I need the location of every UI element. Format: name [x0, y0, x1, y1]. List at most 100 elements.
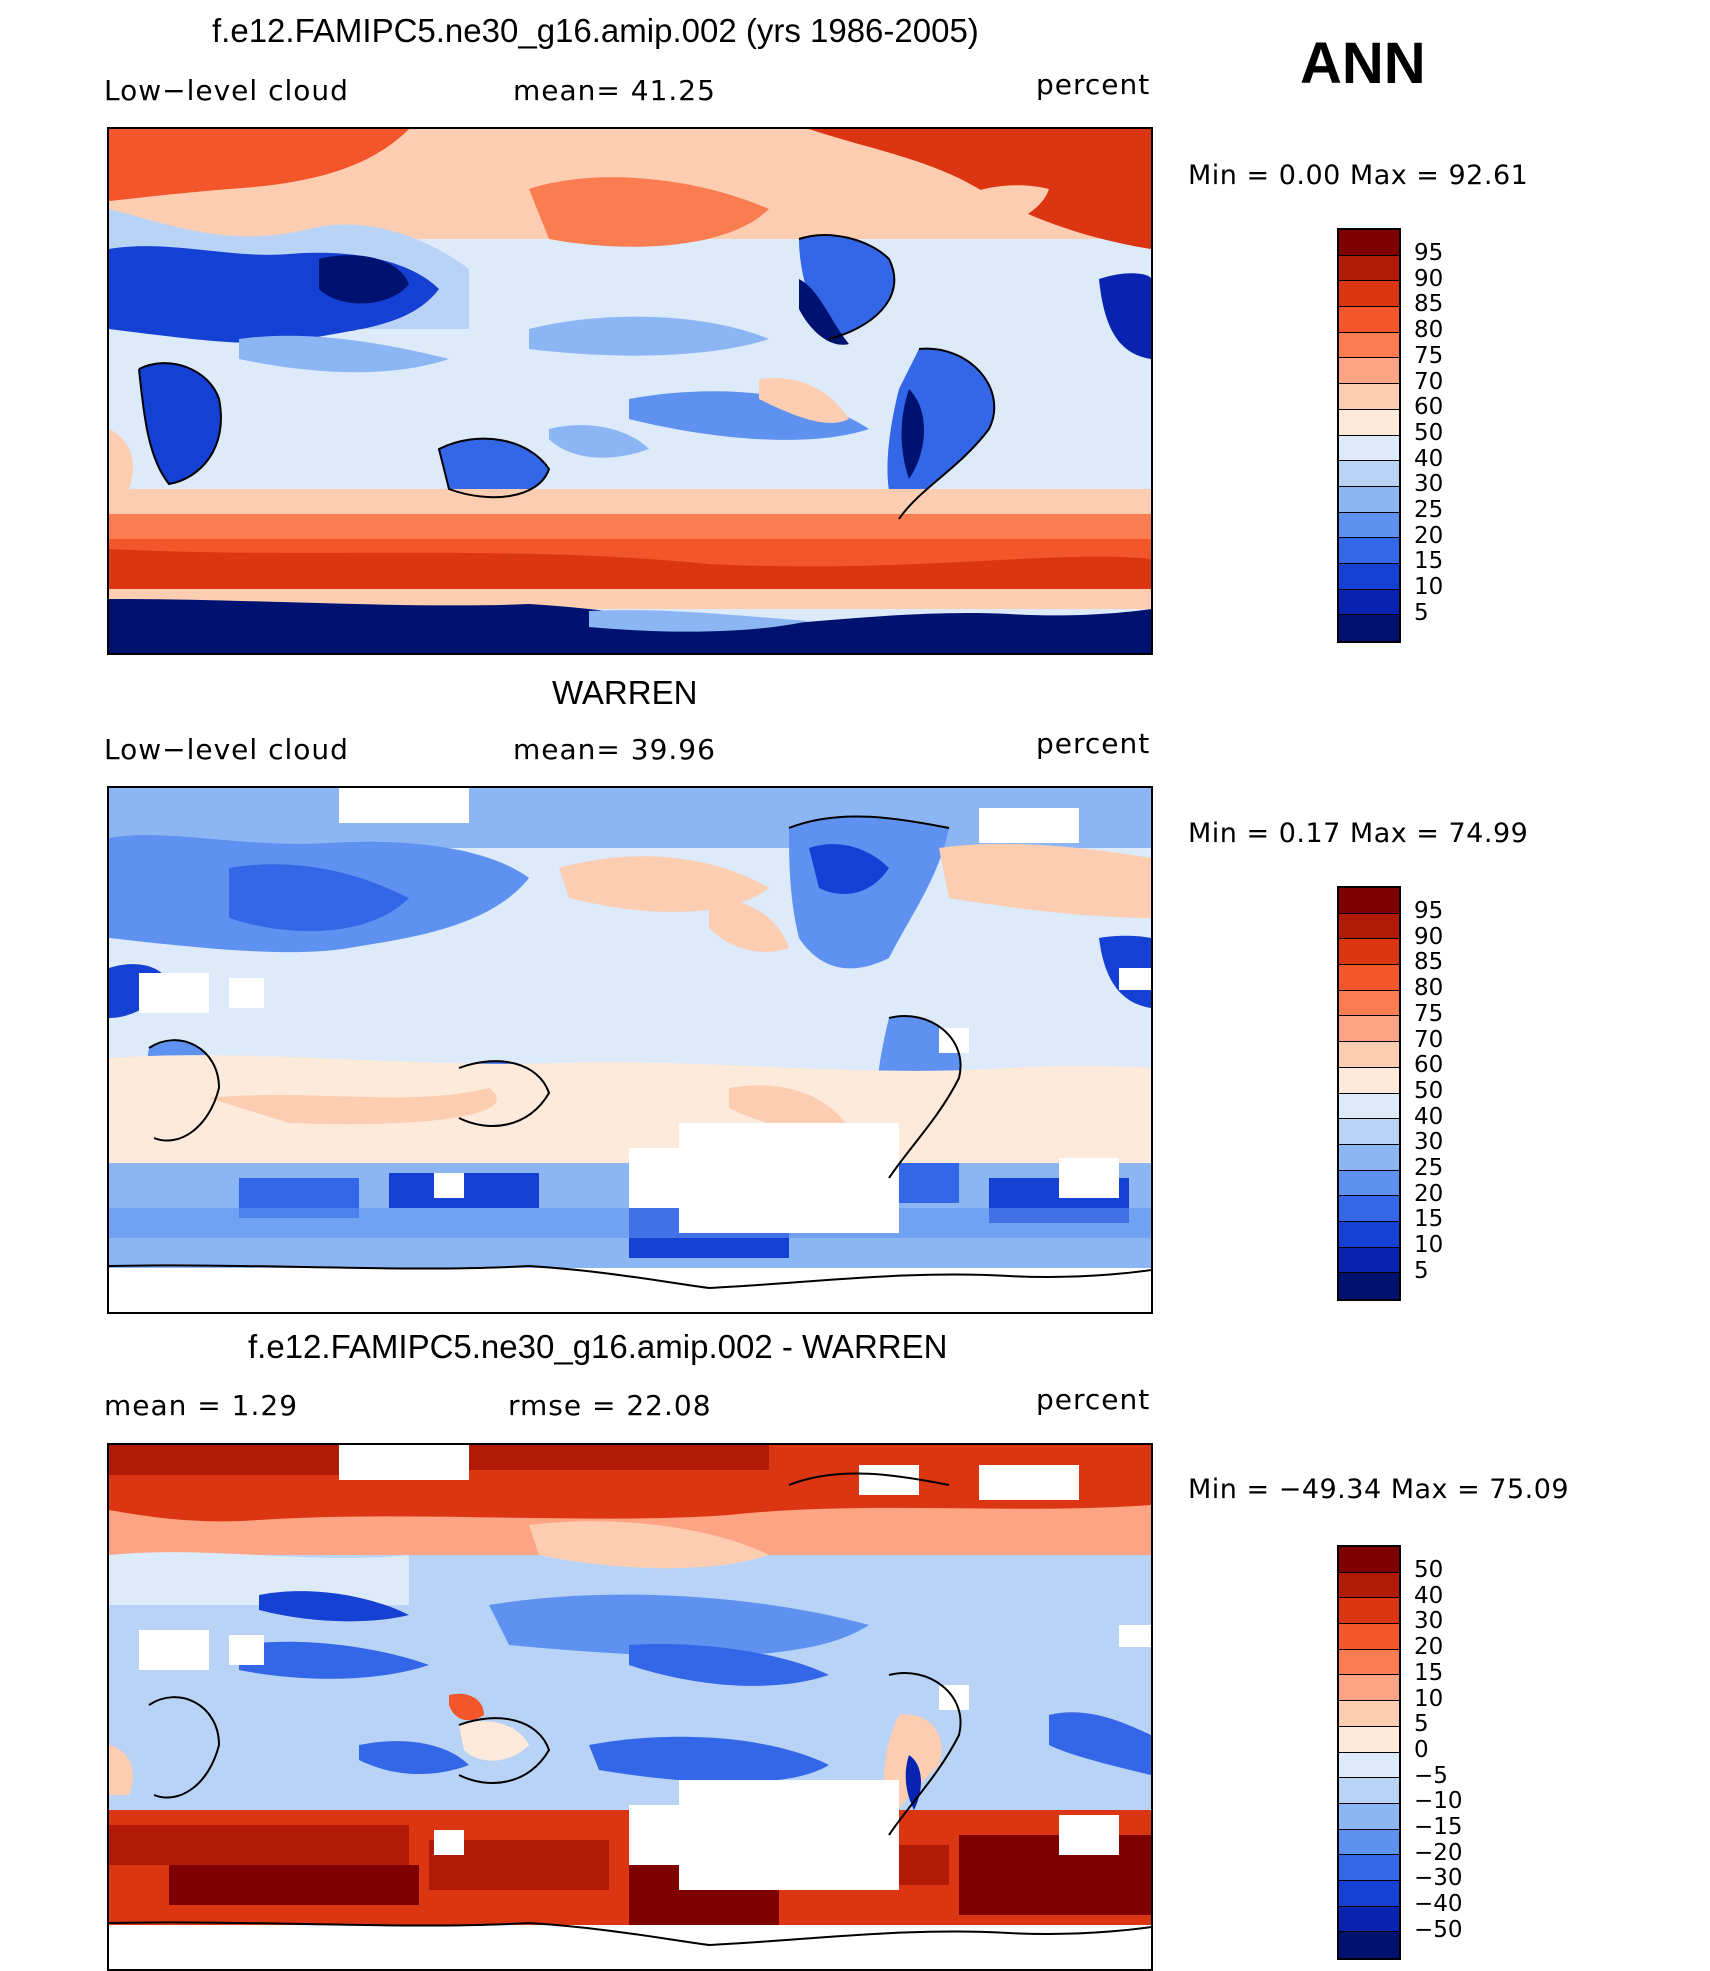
panel-1-title: f.e12.FAMIPC5.ne30_g16.amip.002 (yrs 198…	[212, 12, 979, 49]
panel-2-colorbar	[1337, 886, 1401, 1301]
tick-label: −15	[1414, 1814, 1463, 1841]
tick-label: 10	[1414, 574, 1444, 601]
panel-1-mean-label: mean= 41.25	[513, 74, 716, 107]
panel-2-colorbar-ticks: 95 90 85 80 75 70 60 50 40 30 25 20 15 1…	[1414, 898, 1444, 1285]
colorbar-swatch	[1339, 486, 1399, 513]
panel-2-min-max: Min = 0.17 Max = 74.99	[1188, 818, 1529, 849]
tick-label: 85	[1414, 291, 1444, 318]
colorbar-swatch	[1339, 939, 1399, 966]
colorbar-swatch	[1339, 1624, 1399, 1650]
colorbar-swatch	[1339, 888, 1399, 914]
colorbar-swatch	[1339, 1572, 1399, 1599]
panel-1-colorbar	[1337, 228, 1401, 643]
colorbar-swatch	[1339, 307, 1399, 333]
colorbar-swatch	[1339, 615, 1399, 641]
panel-3-mean-label: mean = 1.29	[104, 1389, 299, 1422]
tick-label: 15	[1414, 548, 1444, 575]
panel-3-colorbar-ticks: 50 40 30 20 15 10 5 0 −5 −10 −15 −20 −30…	[1414, 1557, 1463, 1944]
tick-label: 80	[1414, 317, 1444, 344]
tick-label: 60	[1414, 1052, 1444, 1079]
colorbar-swatch	[1339, 435, 1399, 462]
panel-1-map	[107, 127, 1153, 655]
tick-label: 20	[1414, 1634, 1444, 1661]
tick-label: 30	[1414, 1608, 1444, 1635]
tick-label: 50	[1414, 1557, 1444, 1583]
panel-1-min-max: Min = 0.00 Max = 92.61	[1188, 160, 1529, 191]
colorbar-swatch	[1339, 1752, 1399, 1779]
tick-label: −10	[1414, 1788, 1463, 1815]
panel-1-colorbar-ticks: 95 90 85 80 75 70 60 50 40 30 25 20 15 1…	[1414, 240, 1444, 627]
colorbar-swatch	[1339, 358, 1399, 385]
tick-label: 0	[1414, 1736, 1429, 1763]
tick-label: 5	[1414, 1257, 1429, 1284]
colorbar-swatch	[1339, 1016, 1399, 1043]
colorbar-swatch	[1339, 1221, 1399, 1248]
tick-label: 25	[1414, 497, 1444, 524]
colorbar-swatch	[1339, 512, 1399, 539]
colorbar-swatch	[1339, 409, 1399, 436]
colorbar-swatch	[1339, 1144, 1399, 1171]
tick-label: 90	[1414, 923, 1444, 950]
colorbar-swatch	[1339, 1701, 1399, 1727]
colorbar-swatch	[1339, 1273, 1399, 1299]
tick-label: 75	[1414, 342, 1444, 369]
tick-label: 25	[1414, 1155, 1444, 1182]
panel-2-map	[107, 786, 1153, 1314]
tick-label: 20	[1414, 522, 1444, 549]
colorbar-swatch	[1339, 1675, 1399, 1702]
tick-label: 15	[1414, 1206, 1444, 1233]
colorbar-swatch	[1339, 1880, 1399, 1907]
colorbar-swatch	[1339, 1932, 1399, 1958]
colorbar-swatch	[1339, 1778, 1399, 1804]
panel-1-units-label: percent	[1036, 68, 1151, 101]
colorbar-swatch	[1339, 913, 1399, 940]
colorbar-swatch	[1339, 1170, 1399, 1197]
colorbar-swatch	[1339, 563, 1399, 590]
colorbar-swatch	[1339, 332, 1399, 359]
tick-label: 5	[1414, 1711, 1429, 1738]
panel-3-colorbar	[1337, 1545, 1401, 1960]
colorbar-swatch	[1339, 589, 1399, 616]
colorbar-swatch	[1339, 230, 1399, 256]
tick-label: 10	[1414, 1685, 1444, 1712]
tick-label: 70	[1414, 368, 1444, 395]
colorbar-swatch	[1339, 1649, 1399, 1676]
panel-3-units-label: percent	[1036, 1383, 1151, 1416]
colorbar-swatch	[1339, 1247, 1399, 1274]
colorbar-swatch	[1339, 965, 1399, 991]
colorbar-swatch	[1339, 384, 1399, 410]
tick-label: −50	[1414, 1916, 1463, 1943]
tick-label: −40	[1414, 1891, 1463, 1918]
colorbar-swatch	[1339, 538, 1399, 564]
colorbar-swatch	[1339, 1196, 1399, 1222]
tick-label: 40	[1414, 1103, 1444, 1130]
tick-label: 70	[1414, 1026, 1444, 1053]
panel-3-title: f.e12.FAMIPC5.ne30_g16.amip.002 - WARREN	[248, 1328, 948, 1365]
tick-label: 30	[1414, 1129, 1444, 1156]
tick-label: 95	[1414, 240, 1444, 266]
tick-label: 60	[1414, 394, 1444, 421]
colorbar-swatch	[1339, 990, 1399, 1017]
tick-label: −30	[1414, 1865, 1463, 1892]
tick-label: 5	[1414, 599, 1429, 626]
tick-label: 50	[1414, 419, 1444, 446]
panel-2-mean-label: mean= 39.96	[513, 733, 716, 766]
tick-label: 50	[1414, 1077, 1444, 1104]
colorbar-swatch	[1339, 255, 1399, 282]
colorbar-swatch	[1339, 1726, 1399, 1753]
tick-label: 85	[1414, 949, 1444, 976]
panel-1-variable-label: Low−level cloud	[104, 74, 349, 107]
panel-2-title: WARREN	[552, 674, 698, 711]
tick-label: 90	[1414, 265, 1444, 292]
tick-label: 40	[1414, 1582, 1444, 1609]
tick-label: 75	[1414, 1000, 1444, 1027]
tick-label: 95	[1414, 898, 1444, 924]
season-label: ANN	[1300, 31, 1426, 96]
tick-label: 80	[1414, 975, 1444, 1002]
colorbar-swatch	[1339, 1547, 1399, 1573]
colorbar-swatch	[1339, 1119, 1399, 1145]
tick-label: −20	[1414, 1839, 1463, 1866]
panel-3-min-max: Min = −49.34 Max = 75.09	[1188, 1474, 1570, 1505]
tick-label: 30	[1414, 471, 1444, 498]
tick-label: 10	[1414, 1232, 1444, 1259]
